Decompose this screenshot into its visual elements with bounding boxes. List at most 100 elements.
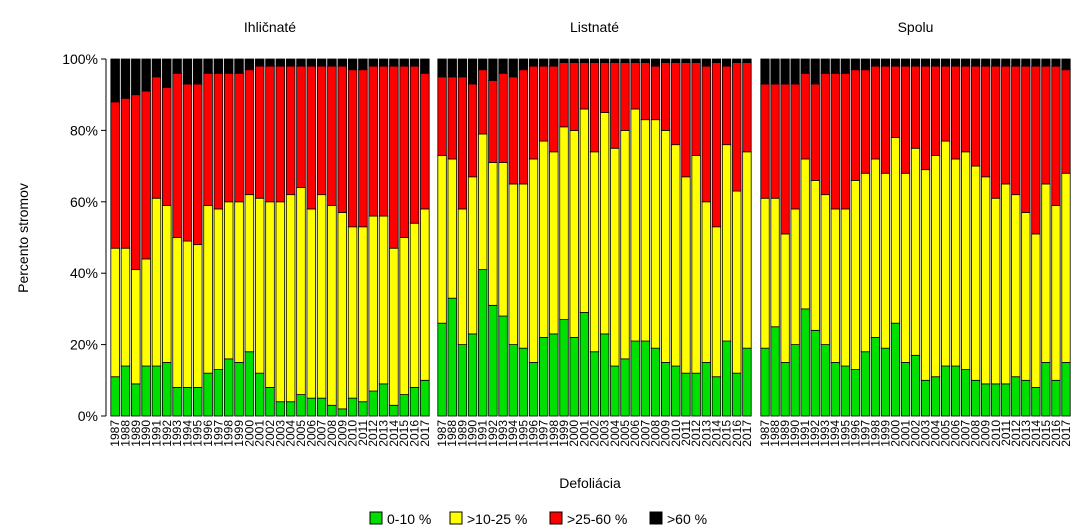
bar-segment <box>244 351 255 417</box>
x-tick-label: 1988 <box>118 420 132 447</box>
bar-segment <box>681 372 691 417</box>
bar-segment <box>790 208 800 346</box>
bar-segment <box>327 404 337 417</box>
bar-segment <box>1011 58 1021 67</box>
x-tick-label: 2003 <box>273 420 287 447</box>
bar-segment <box>437 154 447 324</box>
bar-segment <box>172 58 182 74</box>
x-tick-label: 2017 <box>740 420 754 447</box>
bar-segment <box>275 65 286 203</box>
bar-segment <box>203 372 213 417</box>
y-tick-label: 0% <box>78 408 98 424</box>
bar-segment <box>327 65 337 206</box>
bar-segment <box>131 383 141 417</box>
bar-segment <box>447 297 457 417</box>
x-tick-label: 1991 <box>149 420 163 447</box>
bar-segment <box>790 344 800 417</box>
bar-segment <box>589 151 600 353</box>
bar-segment <box>539 140 549 338</box>
bar-segment <box>620 358 630 417</box>
bar-segment <box>1061 58 1071 71</box>
bar-segment <box>478 133 488 271</box>
bar-segment <box>437 76 447 156</box>
x-tick-label: 2001 <box>253 420 267 447</box>
bar-segment <box>671 58 681 63</box>
bar-segment <box>151 58 162 78</box>
bar-segment <box>378 65 389 217</box>
bar-segment <box>409 58 420 67</box>
x-tick-label: 2001 <box>898 420 912 447</box>
x-tick-label: 2013 <box>1019 420 1033 447</box>
x-tick-label: 2016 <box>1049 420 1063 447</box>
bar-segment <box>691 62 701 156</box>
bar-segment <box>721 340 732 417</box>
bar-segment <box>1051 58 1061 67</box>
bar-segment <box>650 347 661 417</box>
bar-segment <box>508 183 518 345</box>
bar-segment <box>223 358 234 417</box>
bar-segment <box>1001 58 1011 67</box>
x-tick-label: 1991 <box>798 420 812 447</box>
bar-segment <box>961 65 971 153</box>
x-tick-label: 2010 <box>989 420 1003 447</box>
x-tick-label: 1995 <box>838 420 852 447</box>
bar-segment <box>559 58 569 63</box>
bar-segment <box>810 83 820 181</box>
bar-segment <box>368 65 378 217</box>
bar-segment <box>742 58 752 63</box>
x-tick-label: 2002 <box>588 420 602 447</box>
bar-segment <box>234 201 244 363</box>
bar-segment <box>528 58 539 67</box>
x-tick-label: 1993 <box>496 420 510 447</box>
bar-segment <box>569 58 579 63</box>
x-tick-label: 2011 <box>999 420 1013 446</box>
bar-segment <box>498 315 508 417</box>
bar-segment <box>890 58 901 67</box>
bar-segment <box>930 58 941 67</box>
bar-segment <box>347 58 358 71</box>
bar-segment <box>244 58 255 71</box>
bar-segment <box>880 347 891 417</box>
bar-segment <box>840 72 850 210</box>
x-tick-label: 2007 <box>315 420 329 447</box>
bar-segment <box>630 340 640 417</box>
bar-segment <box>478 69 488 135</box>
bar-segment <box>467 176 478 335</box>
bar-segment <box>120 97 131 249</box>
bar-segment <box>610 58 620 63</box>
legend-label: 0-10 % <box>387 511 431 527</box>
bar-segment <box>549 65 559 153</box>
x-tick-label: 2008 <box>969 420 983 447</box>
bar-segment <box>630 108 640 342</box>
bar-segment <box>213 72 224 210</box>
bar-segment <box>420 58 430 74</box>
bar-segment <box>971 58 981 67</box>
bar-segment <box>810 179 820 331</box>
bar-segment <box>1041 183 1051 363</box>
bar-segment <box>880 172 891 349</box>
legend-label: >10-25 % <box>467 511 527 527</box>
bar-segment <box>478 58 488 71</box>
x-tick-label: 1988 <box>768 420 782 447</box>
x-tick-label: 1989 <box>129 420 143 447</box>
bar-segment <box>1031 233 1041 388</box>
bar-segment <box>589 351 600 417</box>
bar-segment <box>110 101 120 249</box>
bar-segment <box>780 362 790 417</box>
bar-segment <box>141 90 151 260</box>
bar-segment <box>579 62 590 110</box>
bar-segment <box>1001 65 1011 185</box>
bar-segment <box>971 65 981 167</box>
bar-segment <box>1031 65 1041 235</box>
x-tick-label: 1987 <box>108 420 122 447</box>
x-tick-label: 1998 <box>222 420 236 447</box>
bar-segment <box>630 62 640 110</box>
bar-segment <box>306 58 317 67</box>
y-tick-label: 20% <box>70 337 98 353</box>
bar-segment <box>610 365 620 417</box>
panel-title: Listnaté <box>570 19 619 35</box>
bar-segment <box>770 197 780 328</box>
bar-segment <box>316 194 327 399</box>
bar-segment <box>981 383 991 417</box>
bar-segment <box>780 83 790 235</box>
